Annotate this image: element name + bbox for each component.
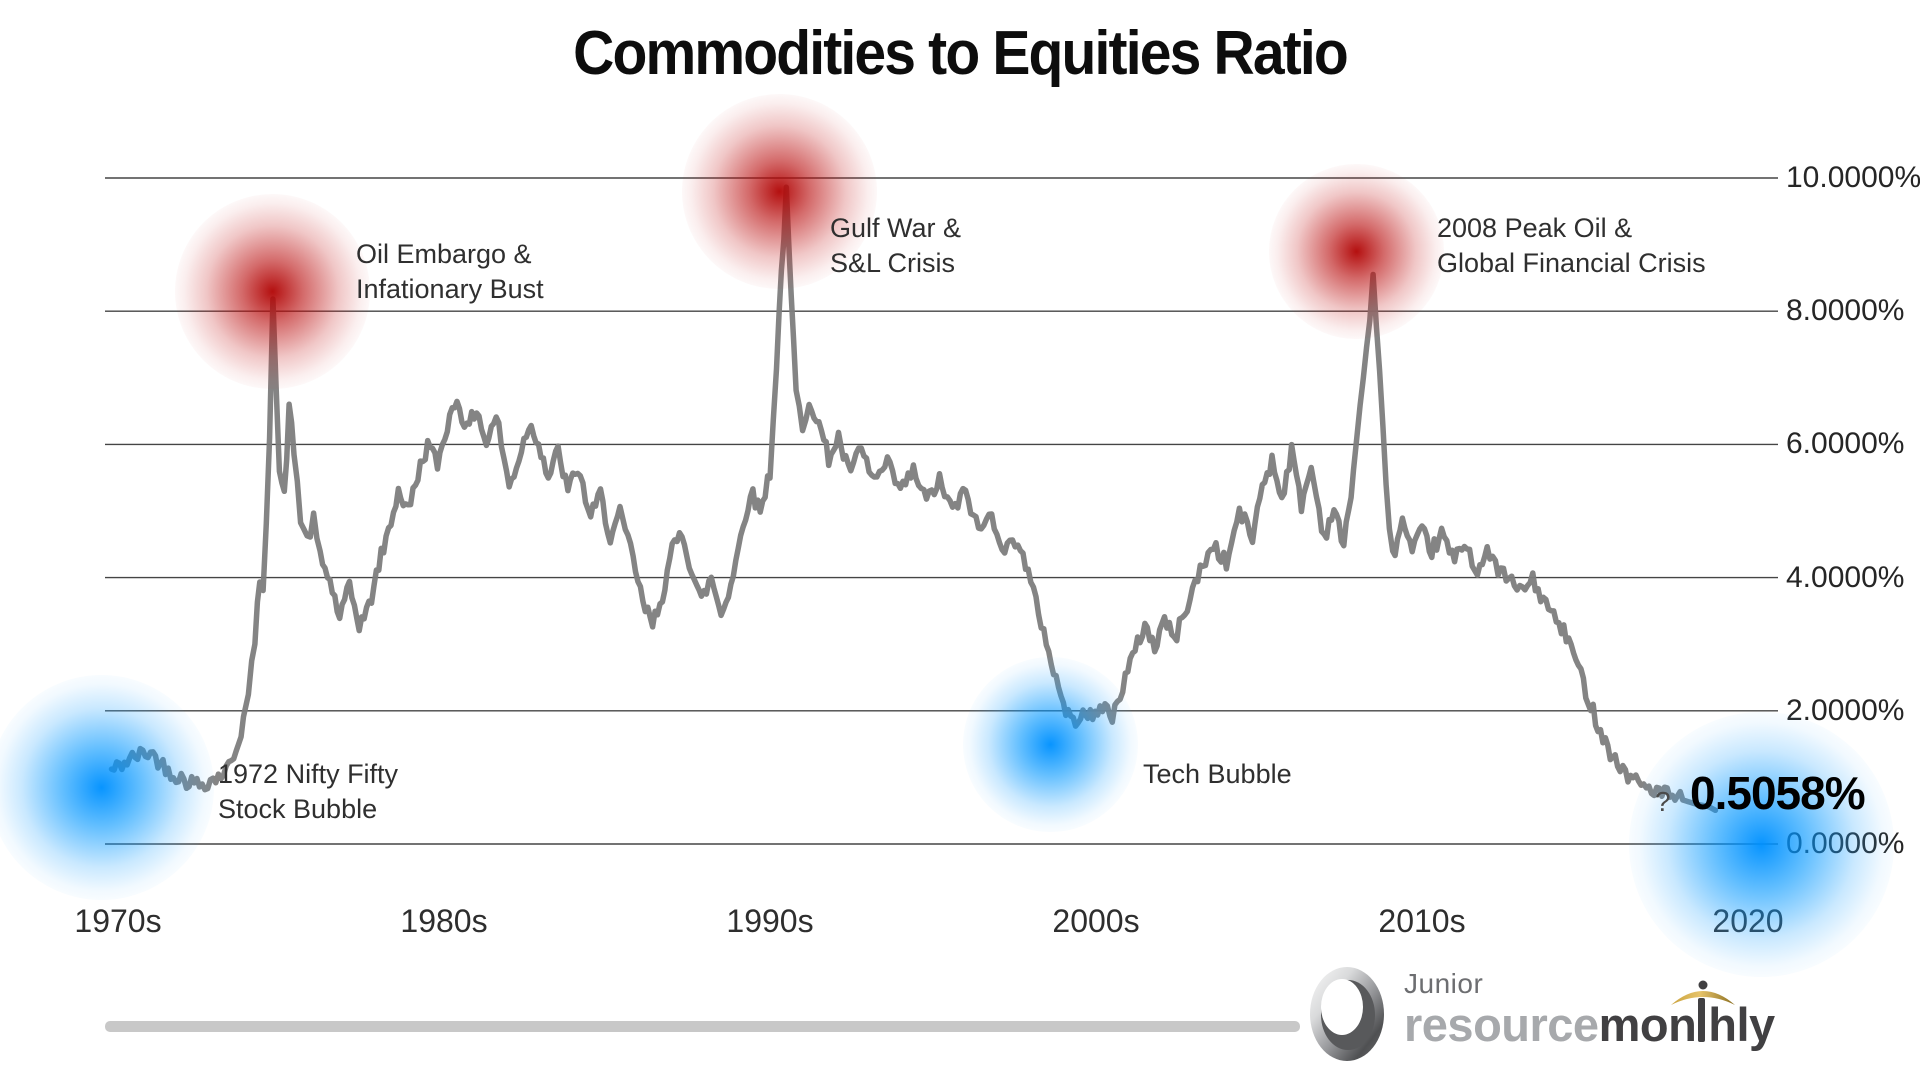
page-title: Commodities to Equities Ratio (573, 19, 1349, 88)
brand-o-mark-icon (1310, 967, 1384, 1061)
annotation-oil-embargo: Oil Embargo & Infationary Bust (356, 237, 544, 307)
brand-junior-text: Junior (1404, 968, 1484, 999)
annotation-line: Global Financial Crisis (1437, 248, 1706, 278)
annotation-line: Oil Embargo & (356, 239, 532, 269)
gridlines (105, 177, 1778, 845)
annotation-line: S&L Crisis (830, 248, 956, 278)
y-axis-label-0.0000pct: 0.0000% (1786, 827, 1905, 860)
pickaxe-handle (1698, 998, 1706, 1042)
y-axis-label-4.0000pct: 4.0000% (1786, 560, 1905, 594)
x-axis-label-1990s: 1990s (726, 903, 814, 939)
y-axis-label-8.0000pct: 8.0000% (1786, 294, 1905, 328)
brand-hly-text: hly (1708, 998, 1775, 1051)
x-axis-label-1980s: 1980s (400, 903, 488, 939)
footer-divider-bar (105, 1021, 1300, 1032)
annotation-nifty-fifty: 1972 Nifty Fifty Stock Bubble (218, 757, 398, 827)
annotation-line: Infationary Bust (356, 274, 544, 304)
annotation-line: Gulf War & (830, 213, 962, 243)
annotation-tech-bubble: Tech Bubble (1143, 757, 1292, 792)
annotation-line: 1972 Nifty Fifty (218, 759, 399, 789)
x-axis-label-1970s: 1970s (74, 903, 162, 939)
question-mark-label: ? (1655, 786, 1671, 817)
y-axis-label-6.0000pct: 6.0000% (1786, 427, 1905, 461)
x-axis-label-2000s: 2000s (1052, 903, 1140, 939)
pickaxe-icon (1671, 980, 1736, 1005)
x-axis-label-2010s: 2010s (1378, 903, 1466, 939)
brand-mon-text: mon (1598, 998, 1697, 1051)
annotation-line: Tech Bubble (1143, 759, 1292, 789)
ratio-line (108, 184, 1719, 814)
pickaxe-t-glyph (1671, 980, 1736, 1042)
x-axis-label-2020: 2020 (1712, 903, 1784, 939)
annotation-line: 2008 Peak Oil & (1437, 213, 1633, 243)
annotation-gfc-2008: 2008 Peak Oil & Global Financial Crisis (1437, 211, 1706, 281)
brand-wordmark: Junior resourcemon hly (1404, 962, 1775, 1050)
brand-logo: Junior resourcemon hly (1306, 962, 1775, 1074)
current-value-label: 0.5058% (1690, 767, 1866, 819)
y-axis-label-10.0000pct: 10.0000% (1786, 161, 1920, 194)
annotation-gulf-war: Gulf War & S&L Crisis (830, 211, 961, 281)
y-axis-label-2.0000pct: 2.0000% (1786, 693, 1905, 727)
annotation-line: Stock Bubble (218, 794, 378, 824)
brand-resource-text: resource (1404, 998, 1599, 1051)
brand-monthly-text: resourcemon hly (1404, 980, 1775, 1051)
